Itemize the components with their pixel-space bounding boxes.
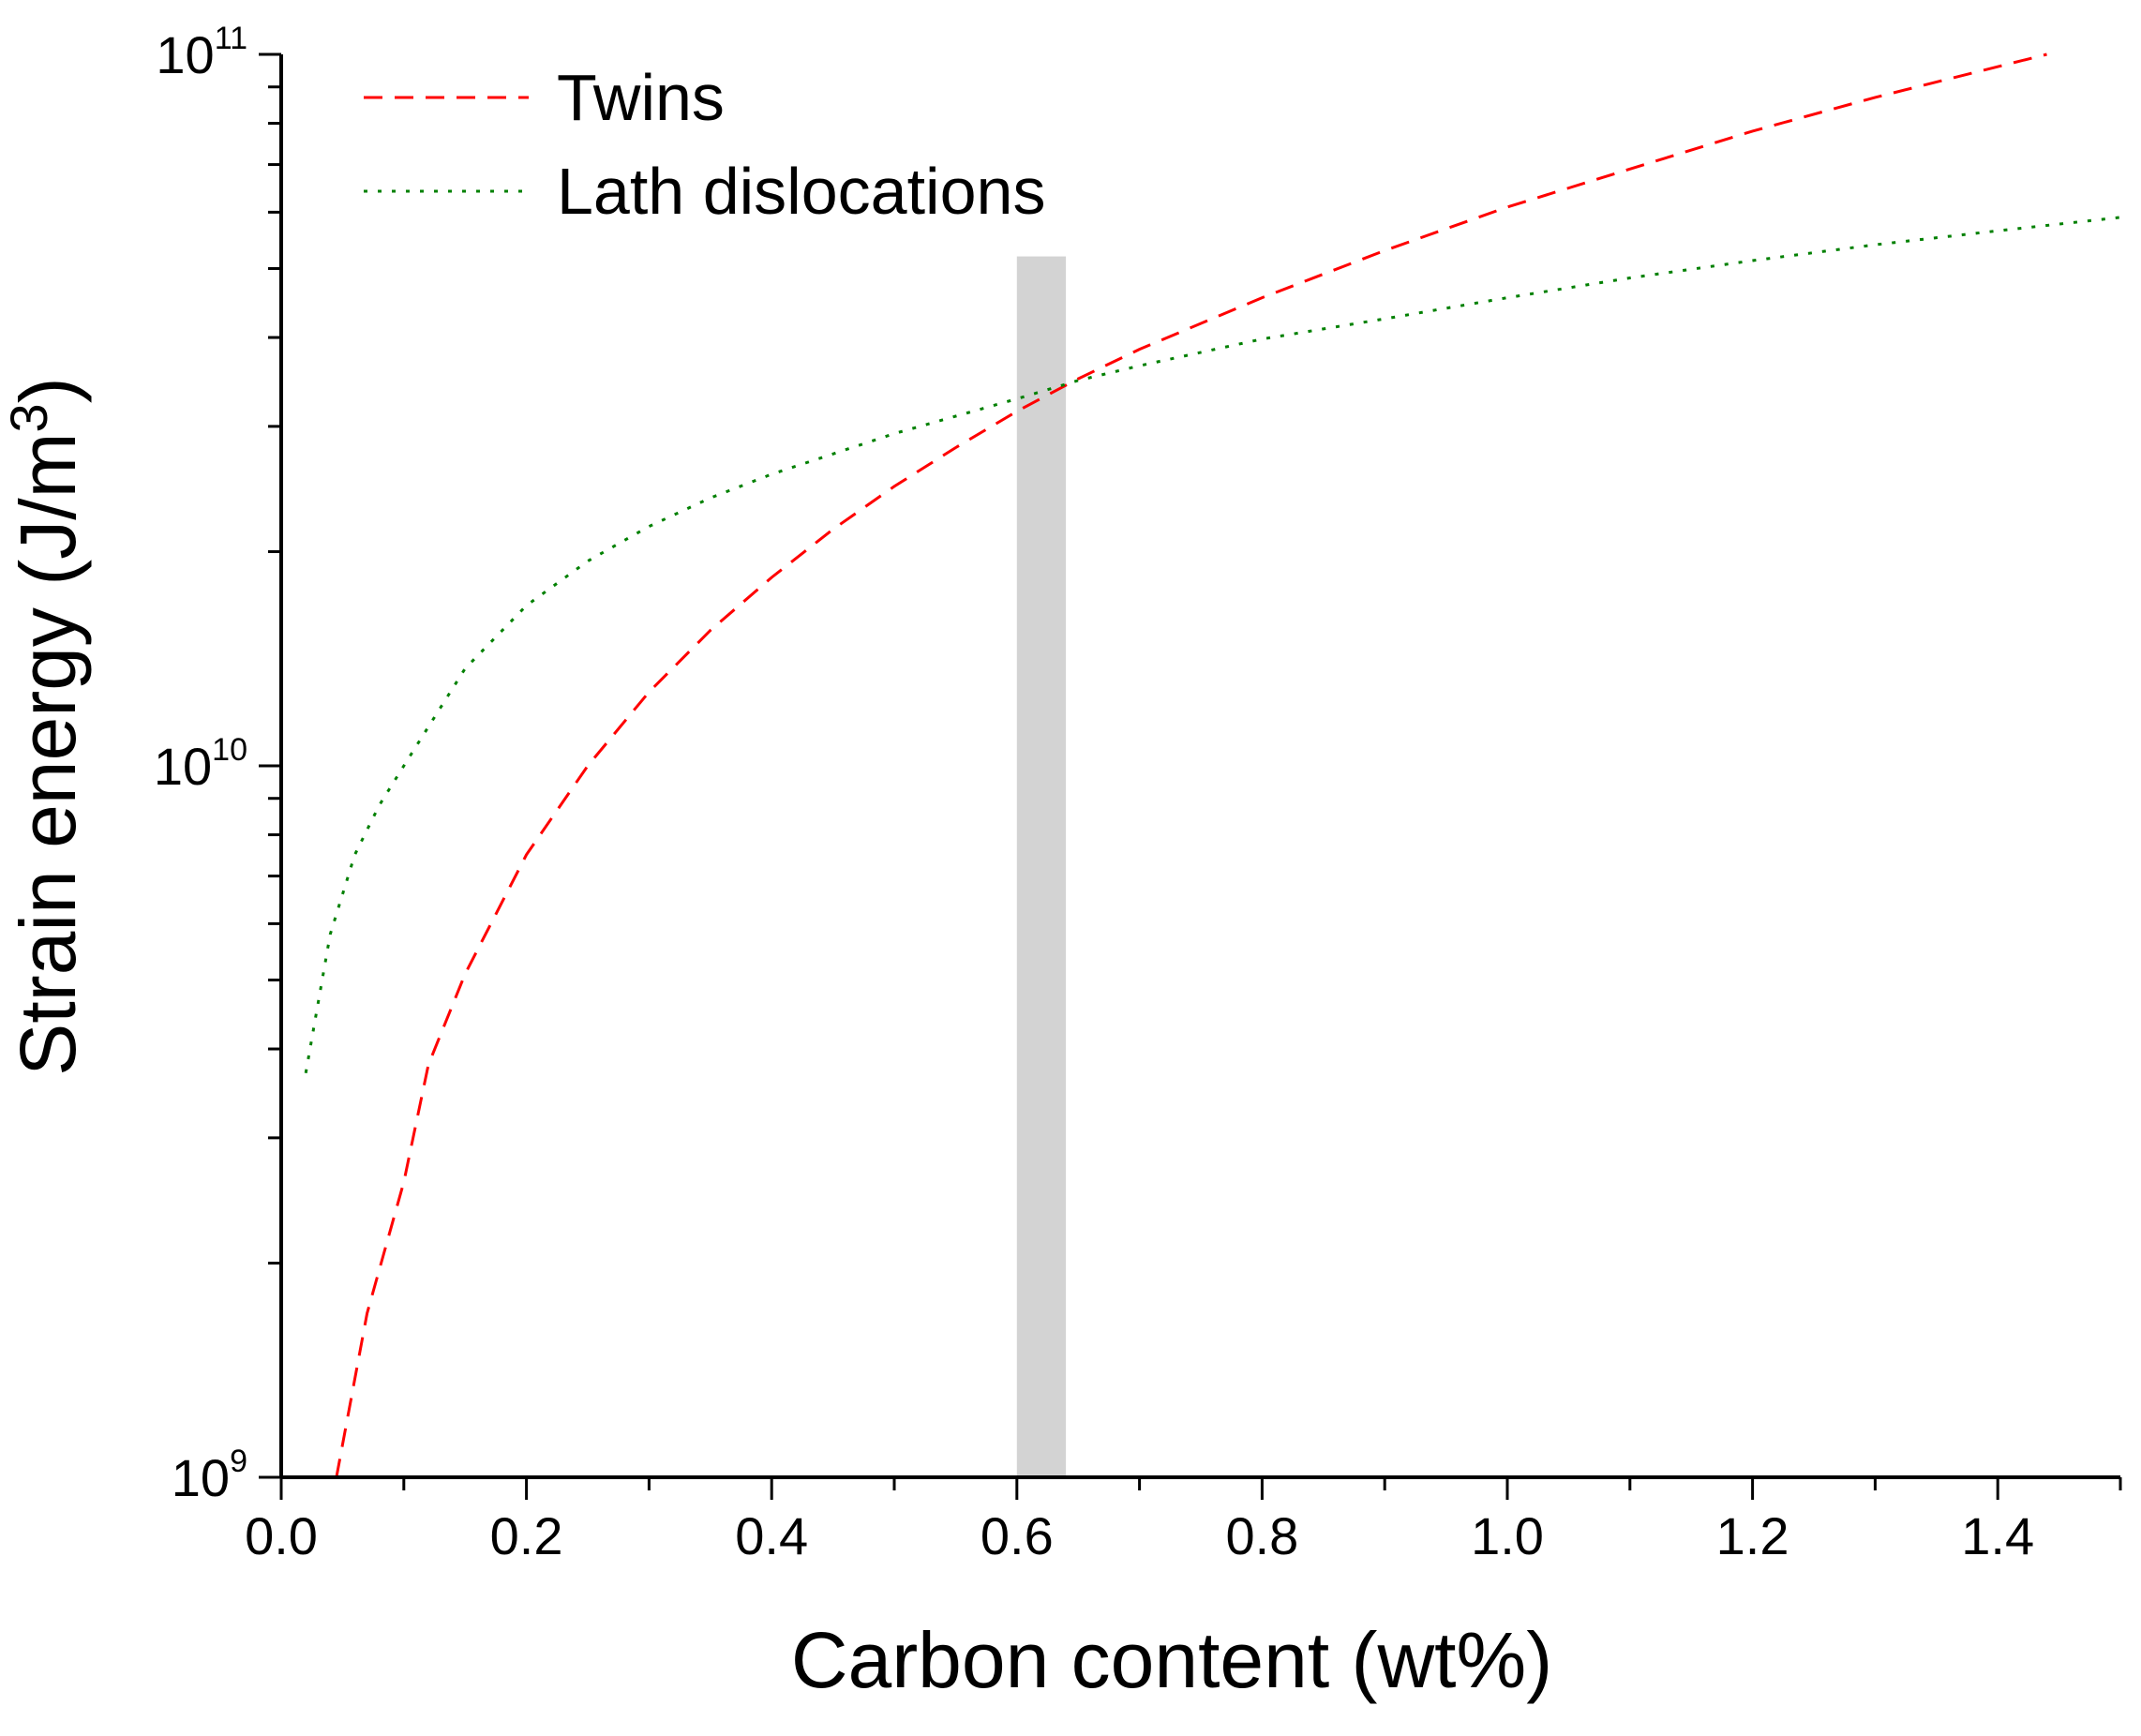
x-axis-title: Carbon content (wt%) [791, 1616, 1552, 1704]
legend: Twins Lath dislocations [364, 61, 1045, 228]
highlight-band-layer [1016, 256, 1067, 1477]
x-tick-label: 0.4 [735, 1506, 808, 1565]
x-tick-label: 1.0 [1471, 1506, 1544, 1565]
y-axis-title: Strain energy (J/m3) [0, 377, 92, 1075]
legend-label-twins: Twins [557, 61, 725, 134]
y-tick-label: 1011 [156, 21, 247, 84]
x-tick-label: 1.4 [1961, 1506, 2034, 1565]
y-tick-exponent: 11 [215, 21, 247, 56]
y-tick-base: 10 [172, 1448, 230, 1507]
x-tick-label: 0.8 [1225, 1506, 1298, 1565]
y-tick-label: 109 [172, 1444, 247, 1507]
series-line-twins [335, 52, 2047, 1478]
series-layer [304, 52, 2121, 1478]
y-axis-title-main: Strain energy (J/m [4, 432, 92, 1075]
y-axis-title-close: ) [4, 377, 92, 403]
x-tick-label: 0.2 [490, 1506, 563, 1565]
series-line-lath-dislocations [304, 216, 2121, 1073]
axes-layer [279, 54, 2120, 1479]
y-tick-base: 10 [156, 25, 214, 84]
y-tick-label: 1010 [154, 732, 247, 796]
highlight-band [1016, 256, 1067, 1477]
y-tick-exponent: 9 [230, 1444, 247, 1479]
y-tick-base: 10 [154, 737, 212, 796]
y-tick-exponent: 10 [212, 732, 247, 768]
x-tick-label: 1.2 [1716, 1506, 1789, 1565]
y-axis-title-sup: 3 [0, 403, 58, 432]
x-tick-label: 0.6 [981, 1506, 1054, 1565]
x-tick-label: 0.0 [245, 1506, 318, 1565]
legend-label-lath-dislocations: Lath dislocations [557, 155, 1045, 228]
